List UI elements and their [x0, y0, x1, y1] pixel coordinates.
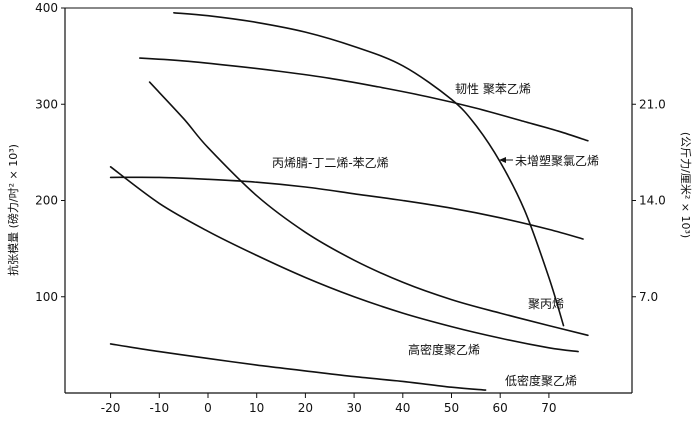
series-hdpe — [109, 166, 579, 353]
y2-tick-label: 21.0 — [639, 97, 666, 111]
series-abs — [109, 176, 584, 240]
series-ldpe — [109, 343, 487, 391]
y-tick-label: 400 — [35, 1, 58, 15]
x-tick-label: -10 — [149, 401, 169, 415]
x-tick-label: 30 — [346, 401, 361, 415]
series-unplasticized-pvc — [173, 12, 565, 327]
ticks: -20 -10 0 10 20 30 40 50 60 70 100 200 300 400 7.0 14.0… — [35, 1, 666, 415]
label-upvc: 未增塑聚氯乙烯 — [515, 153, 599, 168]
y-tick-label: 100 — [35, 290, 58, 304]
y2-tick-label: 14.0 — [639, 194, 666, 208]
label-pp: 聚丙烯 — [528, 297, 564, 311]
label-hdpe: 高密度聚乙烯 — [408, 342, 480, 357]
y-tick-label: 300 — [35, 97, 58, 111]
x-tick-label: -20 — [101, 401, 121, 415]
x-tick-label: 60 — [493, 401, 508, 415]
upvc-pointer — [499, 157, 513, 163]
x-tick-label: 70 — [541, 401, 556, 415]
series-polypropylene — [148, 81, 589, 337]
label-tough-ps: 韧性 聚苯乙烯 — [455, 82, 531, 96]
y-tick-label: 200 — [35, 194, 58, 208]
series-tough-polystyrene — [139, 57, 589, 142]
y2-tick-label: 7.0 — [639, 290, 658, 304]
x-tick-label: 50 — [444, 401, 459, 415]
x-tick-label: 0 — [204, 401, 212, 415]
series-lines — [109, 12, 589, 391]
label-abs: 丙烯腈-丁二烯-苯乙烯 — [272, 156, 389, 170]
axes — [64, 7, 633, 394]
y2-axis-title: (公斤力/厘米² × 10³) — [679, 132, 692, 238]
label-ldpe: 低密度聚乙烯 — [505, 373, 577, 388]
x-tick-label: 20 — [298, 401, 313, 415]
x-tick-label: 40 — [395, 401, 410, 415]
curve-labels: 韧性 聚苯乙烯 未增塑聚氯乙烯 丙烯腈-丁二烯-苯乙烯 聚丙烯 高密度聚乙烯 低… — [272, 82, 599, 388]
y-axis-title: 抗张模量 (磅力/吋² × 10³) — [6, 144, 20, 276]
x-tick-label: 10 — [249, 401, 264, 415]
